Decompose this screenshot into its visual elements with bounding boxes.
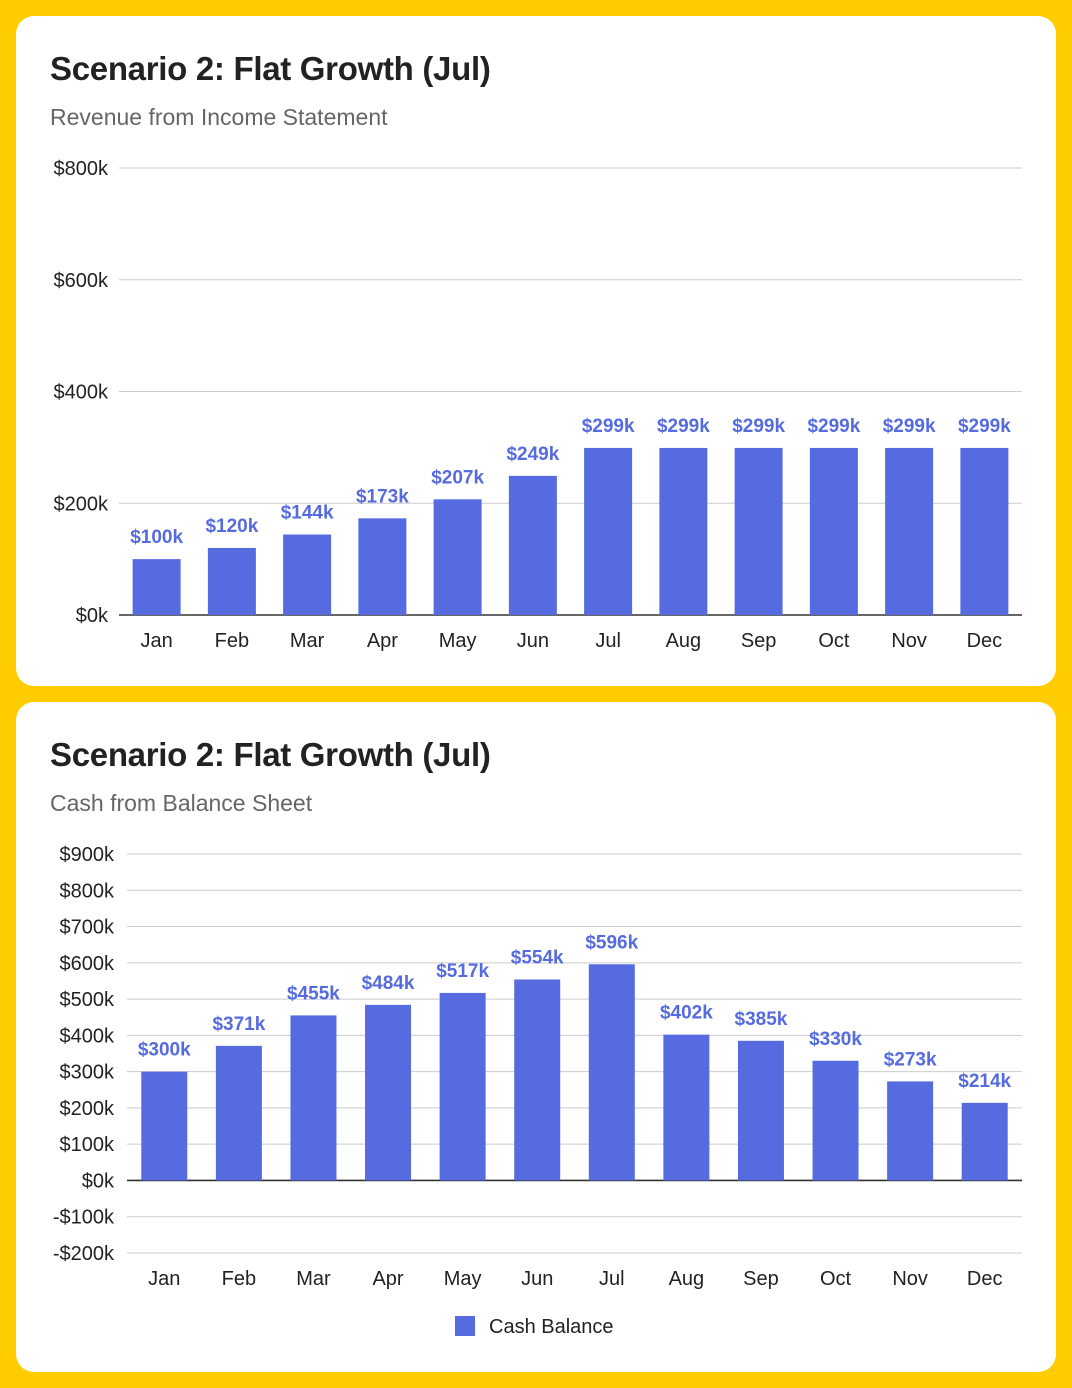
bar	[960, 447, 1009, 615]
bar	[584, 447, 633, 615]
bar	[809, 447, 858, 615]
bar	[141, 1071, 188, 1181]
data-label: $300k	[138, 1040, 191, 1061]
y-tick-label: $700k	[60, 917, 115, 939]
cash-balance-bar-chart: -$200k -$100k $0k $100k $200k $300k $400k $500k…	[53, 844, 1022, 1338]
bar	[659, 447, 708, 615]
x-tick-label: Jun	[521, 1268, 553, 1290]
cash-chart-card: Scenario 2: Flat Growth (Jul) Cash from …	[16, 702, 1056, 1372]
y-tick-label: $400k	[60, 1025, 115, 1047]
y-tick-label: $600k	[60, 953, 115, 975]
data-label: $214k	[958, 1071, 1011, 1092]
bar	[508, 475, 557, 615]
data-label: $554k	[511, 948, 564, 969]
y-tick-label: $500k	[60, 989, 115, 1011]
data-label: $517k	[436, 961, 489, 982]
data-label: $249k	[506, 444, 559, 465]
bar	[514, 979, 561, 1181]
bar	[215, 1045, 262, 1181]
bar	[358, 518, 407, 615]
y-tick-label: $800k	[60, 880, 115, 902]
bar	[812, 1060, 859, 1181]
y-tick-label: $800k	[54, 158, 109, 180]
x-tick-label: May	[439, 630, 477, 652]
y-tick-label: $200k	[54, 493, 109, 515]
x-tick-label: Aug	[666, 630, 702, 652]
y-tick-label: $200k	[60, 1098, 115, 1120]
legend-swatch	[455, 1316, 475, 1336]
x-tick-label: Dec	[967, 1268, 1003, 1290]
y-tick-label: $900k	[60, 844, 115, 866]
data-label: $402k	[660, 1003, 713, 1024]
data-label: $100k	[130, 527, 183, 548]
x-tick-label: Nov	[892, 1268, 928, 1290]
bar	[207, 547, 256, 615]
data-label: $299k	[732, 416, 785, 437]
data-label: $299k	[807, 416, 860, 437]
data-label: $299k	[883, 416, 936, 437]
x-tick-label: Apr	[372, 1268, 403, 1290]
x-tick-label: Jul	[595, 630, 621, 652]
bar	[439, 992, 486, 1181]
bar	[961, 1102, 1008, 1181]
data-label: $371k	[212, 1014, 265, 1035]
data-label: $207k	[431, 467, 484, 488]
data-label: $484k	[362, 973, 415, 994]
data-label: $455k	[287, 983, 340, 1004]
bar	[737, 1040, 784, 1181]
bar	[132, 559, 181, 615]
bar	[283, 534, 332, 615]
x-tick-label: Feb	[215, 630, 249, 652]
chart-subtitle: Revenue from Income Statement	[50, 104, 388, 130]
bar	[588, 964, 635, 1181]
data-label: $330k	[809, 1029, 862, 1050]
chart-title: Scenario 2: Flat Growth (Jul)	[50, 50, 491, 87]
bar	[887, 1081, 934, 1181]
x-tick-label: Aug	[669, 1268, 705, 1290]
chart-title: Scenario 2: Flat Growth (Jul)	[50, 736, 491, 773]
x-tick-label: Sep	[743, 1268, 779, 1290]
data-label: $299k	[582, 416, 635, 437]
revenue-bar-chart: $0k $200k $400k $600k $800k $100k Jan $120k Feb $…	[54, 158, 1022, 652]
x-tick-label: Oct	[818, 630, 850, 652]
legend-label: Cash Balance	[489, 1316, 614, 1338]
x-tick-label: May	[444, 1268, 482, 1290]
chart-subtitle: Cash from Balance Sheet	[50, 790, 313, 816]
data-label: $596k	[585, 932, 638, 953]
bar	[885, 447, 934, 615]
bar	[663, 1034, 710, 1181]
bar	[290, 1015, 337, 1181]
x-tick-label: Dec	[967, 630, 1003, 652]
bar	[365, 1004, 412, 1181]
bar	[734, 447, 783, 615]
y-tick-label: -$200k	[53, 1243, 115, 1265]
y-tick-label: -$100k	[53, 1207, 115, 1229]
x-tick-label: Jan	[141, 630, 173, 652]
x-tick-label: Feb	[222, 1268, 256, 1290]
y-tick-label: $0k	[82, 1170, 115, 1192]
data-label: $299k	[958, 416, 1011, 437]
revenue-chart-card: Scenario 2: Flat Growth (Jul) Revenue fr…	[16, 16, 1056, 686]
x-tick-label: Mar	[290, 630, 325, 652]
y-tick-label: $600k	[54, 270, 109, 292]
y-tick-label: $0k	[76, 605, 109, 627]
x-tick-label: Mar	[296, 1268, 331, 1290]
y-tick-label: $100k	[60, 1134, 115, 1156]
x-tick-label: Apr	[367, 630, 398, 652]
x-tick-label: Jan	[148, 1268, 180, 1290]
x-tick-label: Oct	[820, 1268, 852, 1290]
x-tick-label: Jul	[599, 1268, 625, 1290]
x-tick-label: Jun	[517, 630, 549, 652]
y-tick-label: $400k	[54, 382, 109, 404]
data-label: $144k	[281, 503, 334, 524]
x-tick-label: Nov	[891, 630, 927, 652]
data-label: $273k	[884, 1049, 937, 1070]
bar	[433, 499, 482, 615]
data-label: $173k	[356, 486, 409, 507]
data-label: $299k	[657, 416, 710, 437]
data-label: $385k	[735, 1009, 788, 1030]
data-label: $120k	[205, 516, 258, 537]
x-tick-label: Sep	[741, 630, 777, 652]
y-tick-label: $300k	[60, 1062, 115, 1084]
